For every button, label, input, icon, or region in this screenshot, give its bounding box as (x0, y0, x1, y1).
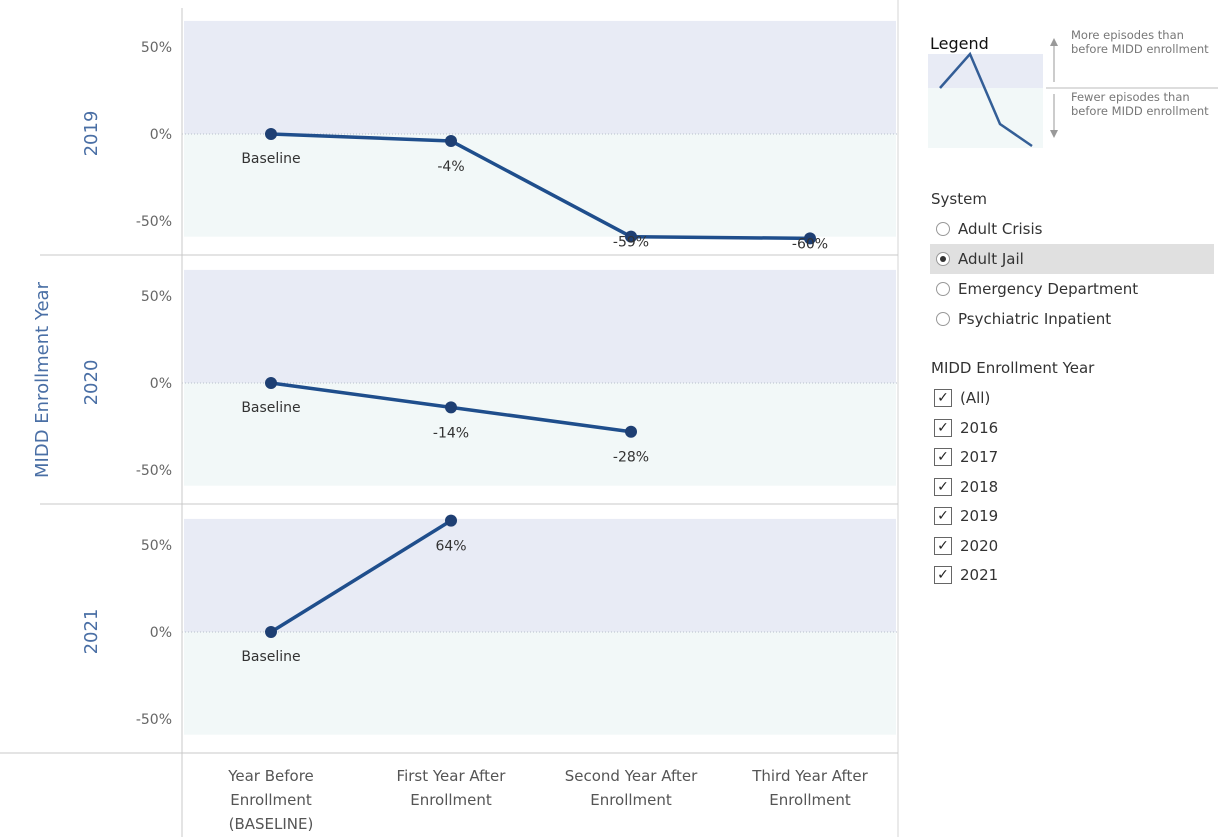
radio-icon[interactable] (936, 312, 950, 326)
year-option-label: 2018 (960, 477, 999, 496)
data-point[interactable] (625, 425, 637, 438)
legend-fewer-note: Fewer episodes than before MIDD enrollme… (1071, 90, 1209, 118)
x-tick-label: Second Year After (565, 767, 698, 785)
year-option-label: 2020 (960, 536, 999, 555)
data-point[interactable] (445, 401, 457, 414)
y-tick-label: 50% (141, 289, 172, 305)
year-filter-title: MIDD Enrollment Year (931, 359, 1095, 377)
y-tick-label: 0% (150, 376, 172, 392)
year-option-2019[interactable]: ✓ 2019 (934, 502, 998, 530)
year-option-label: (All) (960, 389, 991, 407)
year-option-all[interactable]: ✓ (All) (934, 384, 990, 412)
positive-band (184, 20, 896, 134)
radio-icon[interactable] (936, 222, 950, 236)
checkbox-checked-icon[interactable]: ✓ (934, 477, 952, 496)
data-point[interactable] (265, 377, 277, 389)
y-axis-title: MIDD Enrollment Year (32, 281, 53, 478)
checkbox-checked-icon[interactable]: ✓ (934, 448, 952, 466)
data-label: 64% (435, 539, 466, 555)
x-tick-label: Third Year After (751, 767, 868, 785)
data-label: -60% (792, 236, 828, 252)
system-option-label: Adult Crisis (958, 220, 1043, 238)
data-point[interactable] (804, 232, 816, 245)
series-line-2019 (270, 132, 811, 241)
year-option-label: 2016 (960, 418, 999, 437)
system-option-label: Emergency Department (958, 280, 1139, 298)
positive-band (184, 269, 896, 383)
system-option-label: Psychiatric Inpatient (958, 310, 1112, 328)
system-option-psychiatric-inpatient[interactable]: Psychiatric Inpatient (930, 304, 1214, 334)
legend: Legend More episodes than before MIDD en… (928, 28, 1218, 158)
year-option-2018[interactable]: ✓ 2018 (934, 473, 998, 501)
year-option-label: 2021 (960, 566, 999, 584)
legend-sketch (928, 38, 1218, 148)
y-tick-label: 0% (150, 127, 172, 143)
legend-title: Legend (930, 34, 989, 53)
checkbox-checked-icon[interactable]: ✓ (934, 566, 952, 584)
y-tick-label: 0% (150, 625, 172, 641)
x-tick-label: Enrollment (590, 791, 672, 809)
system-option-adult-jail[interactable]: Adult Jail (930, 244, 1214, 274)
radio-icon[interactable] (936, 252, 950, 266)
x-tick-label: First Year After (397, 767, 507, 785)
data-point[interactable] (265, 128, 277, 140)
checkbox-checked-icon[interactable]: ✓ (934, 418, 952, 437)
positive-band (184, 518, 896, 632)
row-label-2021: 2021 (81, 609, 102, 655)
data-label: Baseline (241, 400, 300, 416)
data-point[interactable] (265, 626, 277, 638)
x-tick-label: Year Before (227, 767, 314, 785)
y-tick-label: 50% (141, 538, 172, 554)
data-label: -59% (613, 235, 649, 251)
data-label: -14% (433, 425, 469, 441)
data-label: Baseline (241, 151, 300, 167)
year-option-2017[interactable]: ✓ 2017 (934, 443, 998, 471)
negative-band (184, 383, 896, 486)
x-tick-label: Enrollment (410, 791, 492, 809)
checkbox-checked-icon[interactable]: ✓ (934, 536, 952, 555)
system-option-emergency-department[interactable]: Emergency Department (930, 274, 1214, 304)
system-filter-title: System (931, 190, 987, 208)
system-option-adult-crisis[interactable]: Adult Crisis (930, 214, 1214, 244)
negative-band (184, 632, 896, 735)
row-label-2019: 2019 (81, 111, 102, 157)
year-option-2016[interactable]: ✓ 2016 (934, 414, 998, 442)
checkbox-checked-icon[interactable]: ✓ (934, 507, 952, 525)
year-option-2020[interactable]: ✓ 2020 (934, 532, 998, 560)
x-tick-label: Enrollment (230, 791, 312, 809)
data-label: Baseline (241, 649, 300, 665)
row-label-2020: 2020 (81, 360, 102, 406)
data-point[interactable] (625, 230, 637, 243)
y-tick-label: -50% (136, 712, 172, 728)
year-option-2021[interactable]: ✓ 2021 (934, 561, 998, 589)
y-tick-label: -50% (136, 214, 172, 230)
y-tick-label: -50% (136, 463, 172, 479)
year-option-label: 2019 (960, 507, 999, 525)
y-tick-label: 50% (141, 40, 172, 56)
year-option-label: 2017 (960, 448, 999, 466)
data-point[interactable] (445, 134, 457, 147)
data-label: -28% (613, 450, 649, 466)
negative-band (184, 134, 896, 237)
checkbox-checked-icon[interactable]: ✓ (934, 389, 952, 407)
legend-more-note: More episodes than before MIDD enrollmen… (1071, 28, 1209, 56)
system-option-label: Adult Jail (958, 250, 1024, 268)
series-line-2021 (270, 519, 452, 634)
data-label: -4% (437, 159, 464, 175)
radio-icon[interactable] (936, 282, 950, 296)
x-tick-label: Enrollment (769, 791, 851, 809)
data-point[interactable] (445, 514, 457, 527)
small-multiples-line-chart: 50% 0% -50% 2019 50% 0% -50% 2020 50% 0% -50% 2021 M… (0, 0, 899, 837)
x-tick-label: (BASELINE) (229, 815, 314, 833)
